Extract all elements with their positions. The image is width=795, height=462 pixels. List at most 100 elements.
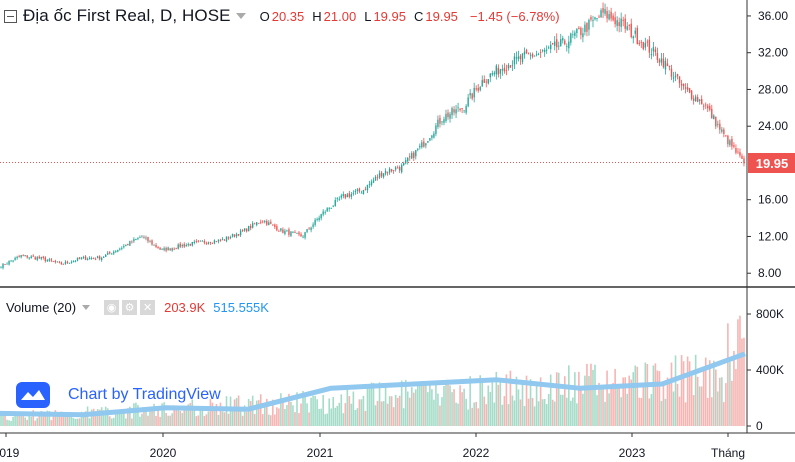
volume-bar bbox=[638, 397, 641, 426]
volume-bar bbox=[30, 416, 33, 426]
candle-body bbox=[630, 23, 632, 38]
volume-bar bbox=[92, 408, 95, 426]
candle-body bbox=[396, 167, 399, 169]
candle-body bbox=[445, 113, 447, 122]
volume-bar bbox=[187, 404, 190, 426]
candle-body bbox=[499, 69, 502, 74]
volume-bar bbox=[521, 380, 524, 426]
candle-body bbox=[390, 169, 393, 172]
volume-bar bbox=[596, 395, 598, 426]
volume-bar bbox=[324, 414, 326, 426]
candle-body bbox=[660, 58, 663, 63]
volume-bar bbox=[56, 414, 59, 426]
candle-body bbox=[251, 223, 254, 228]
volume-bar bbox=[267, 414, 270, 426]
volume-legend[interactable]: Volume (20) ◉ ⚙ ✕ 203.9K 515.555K bbox=[6, 300, 269, 315]
volume-bar bbox=[580, 387, 582, 426]
volume-value: 203.9K bbox=[164, 300, 206, 315]
candle-body bbox=[648, 39, 651, 53]
settings-icon[interactable]: ⚙ bbox=[122, 300, 138, 315]
candle-body bbox=[40, 257, 42, 259]
volume-bar bbox=[729, 362, 731, 426]
candle-body bbox=[741, 155, 743, 159]
candle-body bbox=[292, 232, 294, 234]
volume-bar bbox=[259, 394, 262, 426]
candle-body bbox=[425, 143, 427, 146]
candle-body bbox=[596, 18, 598, 19]
chevron-down-icon[interactable] bbox=[235, 13, 246, 19]
volume-bar bbox=[58, 414, 61, 426]
volume-bar bbox=[555, 372, 558, 426]
candle-body bbox=[147, 237, 149, 242]
volume-bar bbox=[193, 406, 196, 426]
tradingview-watermark[interactable]: Chart by TradingView bbox=[16, 382, 221, 408]
candle-body bbox=[507, 64, 510, 69]
volume-bar bbox=[408, 397, 411, 426]
high-value: H 21.00 bbox=[312, 8, 357, 24]
volume-bar bbox=[477, 408, 480, 426]
candle-body bbox=[495, 65, 498, 75]
close-icon[interactable]: ✕ bbox=[140, 300, 156, 315]
candle-body bbox=[245, 228, 248, 232]
eye-icon[interactable]: ◉ bbox=[104, 300, 120, 315]
chevron-down-icon[interactable] bbox=[82, 305, 91, 310]
candle-body bbox=[324, 212, 326, 213]
time-axis[interactable]: 2019 2020 2021 2022 2023 Tháng bbox=[0, 433, 745, 460]
candle-body bbox=[525, 49, 528, 54]
volume-bar bbox=[129, 406, 131, 426]
volume-title[interactable]: Volume (20) bbox=[6, 300, 77, 315]
candle-body bbox=[100, 257, 103, 261]
volume-bar bbox=[241, 415, 244, 426]
candle-body bbox=[145, 237, 147, 239]
candle-body bbox=[467, 97, 469, 107]
volume-bar bbox=[26, 419, 28, 426]
volume-bar bbox=[265, 398, 268, 426]
volume-bar bbox=[523, 406, 526, 426]
volume-bar bbox=[0, 415, 2, 426]
candle-body bbox=[662, 58, 665, 68]
price-axis[interactable]: 8.00 12.00 16.00 24.00 28.00 32.00 36.00 bbox=[747, 9, 788, 280]
candle-body bbox=[733, 145, 735, 147]
candle-body bbox=[306, 229, 308, 232]
volume-bar bbox=[201, 409, 204, 426]
volume-bar bbox=[491, 379, 494, 426]
volume-bar bbox=[501, 404, 504, 426]
candle-body bbox=[527, 53, 530, 55]
volume-bar bbox=[642, 383, 645, 426]
volume-bar bbox=[437, 393, 439, 426]
volume-bar bbox=[604, 401, 606, 426]
volume-bar bbox=[475, 401, 478, 426]
candle-body bbox=[400, 164, 403, 173]
volume-bar bbox=[433, 399, 435, 426]
candle-body bbox=[70, 261, 73, 263]
candle-body bbox=[294, 232, 296, 233]
symbol-title[interactable]: Địa ốc First Real, D, HOSE bbox=[23, 6, 231, 25]
time-tick-label: 2019 bbox=[0, 446, 20, 460]
volume-bar bbox=[551, 399, 554, 426]
volume-bar bbox=[590, 363, 592, 426]
volume-bar bbox=[696, 376, 699, 426]
volume-bar bbox=[18, 413, 20, 426]
volume-bar bbox=[741, 338, 743, 426]
symbol-legend[interactable]: Địa ốc First Real, D, HOSE O 20.35 H 21.00… bbox=[4, 6, 560, 26]
collapse-icon[interactable] bbox=[4, 9, 17, 23]
volume-bar bbox=[42, 411, 45, 426]
candle-body bbox=[459, 108, 461, 111]
candle-body bbox=[86, 259, 89, 260]
volume-bar bbox=[537, 401, 540, 426]
volume-bar bbox=[547, 394, 550, 426]
candle-body bbox=[511, 65, 514, 66]
candle-body bbox=[50, 259, 53, 261]
candle-body bbox=[437, 119, 439, 127]
candle-body bbox=[487, 79, 489, 84]
volume-bar bbox=[700, 386, 703, 426]
candle-body bbox=[30, 256, 32, 259]
volume-bar bbox=[306, 403, 308, 426]
volume-axis[interactable]: 0 400K 800K bbox=[747, 307, 784, 433]
volume-bar bbox=[582, 393, 584, 426]
candle-body bbox=[360, 192, 363, 194]
candle-body bbox=[26, 255, 28, 258]
candle-body bbox=[44, 257, 47, 261]
volume-bar bbox=[402, 408, 405, 426]
